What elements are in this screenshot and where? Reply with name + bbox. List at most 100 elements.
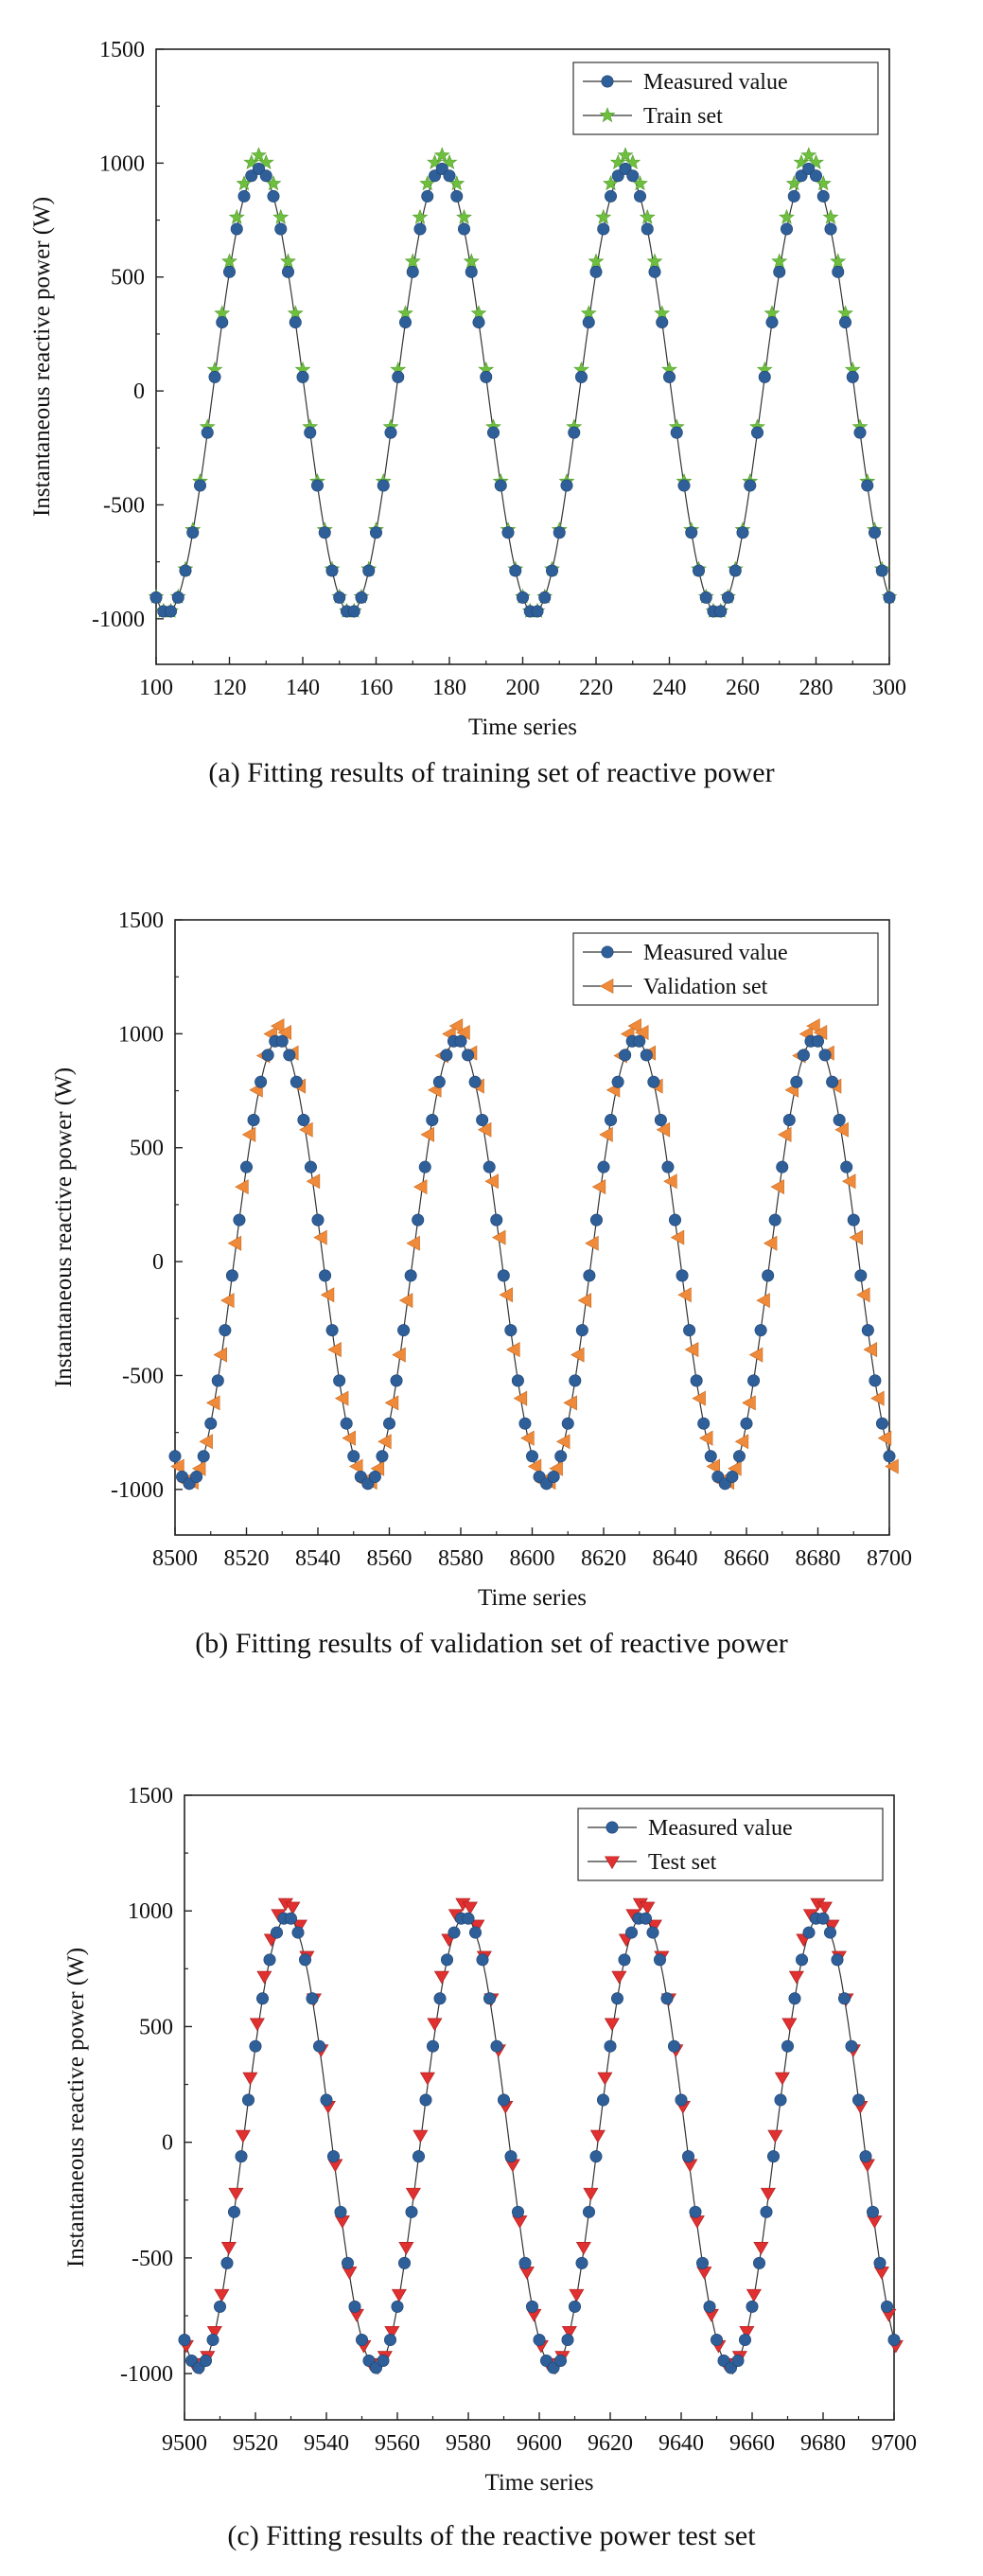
measured-point [472,316,485,329]
predicted-point [585,1235,599,1251]
legend-marker [599,107,616,123]
measured-point [204,1417,218,1430]
x-tick-label: 8620 [581,1546,626,1571]
x-tick-label: 280 [799,676,834,700]
measured-point [194,479,207,492]
measured-point [412,1213,425,1226]
measured-point [291,1926,305,1939]
predicted-point [406,1235,420,1251]
legend-box [577,1808,884,1881]
predicted-point [384,2326,400,2339]
measured-point [255,1075,268,1088]
predicted-point [577,1293,592,1309]
predicted-point [527,1458,542,1474]
measured-point [626,169,640,183]
measured-point [483,1992,496,2005]
measured-point [179,564,192,577]
measured-point [220,2256,234,2269]
predicted-point [595,208,612,224]
y-tick-label: 1000 [118,1022,164,1047]
predicted-point [291,1919,307,1933]
measured-point [633,189,646,203]
measured-point [310,479,324,492]
measured-point [704,1450,717,1463]
predicted-point [320,1287,335,1303]
measured-point [483,1160,496,1173]
measured-point [776,1160,789,1173]
measured-point [854,1269,868,1282]
measured-point [525,1450,538,1463]
measured-point [341,2256,354,2269]
y-tick-label: 1500 [118,909,164,933]
predicted-point [520,1430,535,1446]
predicted-point [199,1434,213,1450]
predicted-point [327,1342,342,1358]
measured-point [746,2300,759,2313]
x-tick-label: 220 [579,676,613,700]
x-tick-label: 9580 [446,2431,491,2456]
predicted-point [597,2072,613,2086]
predicted-point [841,1173,856,1190]
predicted-point [591,1179,606,1195]
predicted-point [746,2288,762,2303]
measured-point [838,316,851,329]
measured-point [795,1953,808,1967]
measured-point [421,189,434,203]
measured-point [168,1450,182,1463]
measured-point [325,1324,339,1337]
predicted-point [563,1395,577,1411]
measured-point [404,1269,417,1282]
measured-point [296,370,309,383]
predicted-point [684,1342,699,1358]
measured-point [476,1113,489,1126]
measured-point [284,1912,297,1925]
measured-point [861,1324,874,1337]
legend-box [572,62,879,135]
measured-point [497,1269,510,1282]
measured-point [290,1075,303,1088]
x-tick-label: 8540 [295,1546,341,1571]
predicted-point [206,2326,222,2339]
measured-point [738,2334,751,2347]
x-tick-label: 180 [432,676,466,700]
predicted-point [834,1121,849,1138]
predicted-point [213,1347,227,1363]
measured-point [355,591,368,604]
measured-point [347,1450,360,1463]
measured-point [568,426,581,439]
measured-point [887,2334,901,2347]
predicted-point [656,1121,671,1138]
measured-point [443,169,456,183]
measured-point [454,1034,467,1048]
measured-point [832,265,845,278]
measured-point [695,2256,709,2269]
predicted-point [398,2242,414,2255]
measured-point [247,1113,260,1126]
measured-point [685,526,698,539]
measured-point [766,2150,780,2163]
measured-point [504,2150,518,2163]
measured-point [846,370,859,383]
predicted-point [611,1970,627,1985]
measured-point [340,1417,353,1430]
measured-point [494,479,507,492]
predicted-point [830,253,847,269]
measured-point [618,1953,631,1967]
predicted-point [433,147,450,163]
measured-point [318,526,331,539]
y-axis-title-a: Instantaneous reactive power (W) [29,197,55,517]
predicted-point [469,1919,485,1933]
x-tick-label: 9700 [871,2431,917,2456]
measured-point [334,2205,347,2218]
measured-point [689,2205,702,2218]
predicted-point [588,253,605,269]
measured-point [740,1417,753,1430]
predicted-point [391,2288,407,2303]
measured-point [816,1912,830,1925]
y-axis-b: -1000 -500 0 500 1000 1500 [111,909,183,1503]
measured-point [818,1049,832,1062]
caption-b: (b) Fitting results of validation set of… [195,1628,788,1659]
x-tick-label: 9500 [162,2431,207,2456]
predicted-markers-b [170,1018,899,1491]
x-tick-label: 260 [726,676,760,700]
